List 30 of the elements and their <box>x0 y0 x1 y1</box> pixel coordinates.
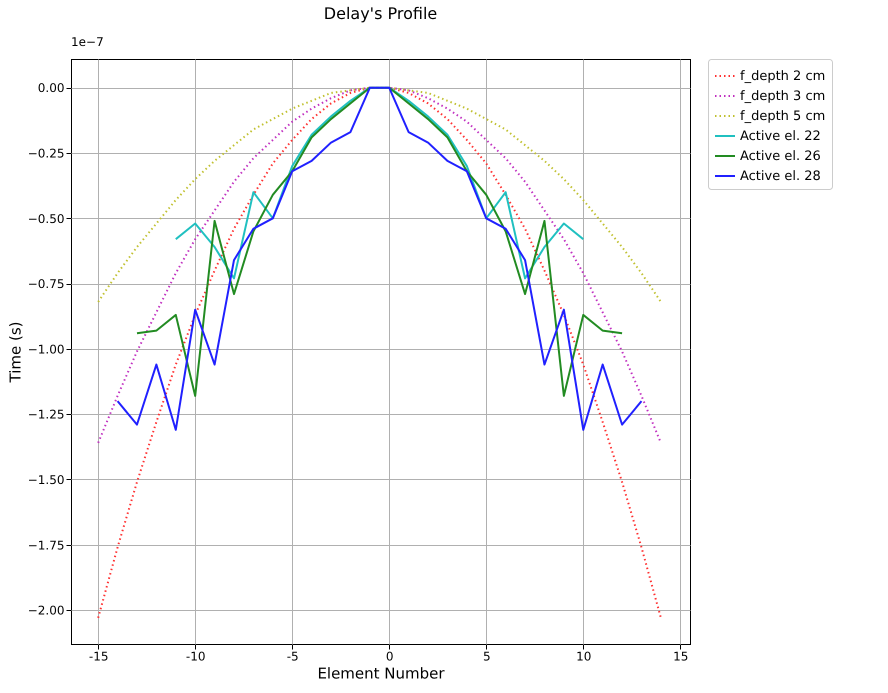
x-tick-label: -10 <box>186 650 206 664</box>
x-tick-label: 5 <box>482 650 491 664</box>
legend-label: f_depth 5 cm <box>740 109 826 124</box>
y-tick-label: −1.50 <box>28 472 64 487</box>
legend-label: Active el. 22 <box>740 129 821 144</box>
y-axis-title: Time (s) <box>6 322 25 384</box>
x-axis-title: Element Number <box>317 664 446 682</box>
y-tick-label: −0.25 <box>28 146 64 161</box>
chart-title: Delay's Profile <box>324 4 438 23</box>
x-tick-label: 0 <box>386 650 394 664</box>
legend-label: Active el. 26 <box>740 149 821 164</box>
y-tick-label: −1.75 <box>28 538 64 552</box>
legend-label: Active el. 28 <box>740 169 821 184</box>
x-tick-label: -5 <box>286 650 299 664</box>
line-series <box>174 86 584 280</box>
y-tick-label: −2.00 <box>28 604 64 618</box>
y-tick-label: −0.75 <box>28 277 64 292</box>
x-tick-label: -15 <box>88 650 108 664</box>
y-tick-label: −1.25 <box>28 408 64 422</box>
text: 1e−7 <box>71 35 104 49</box>
line-series <box>97 86 662 619</box>
x-tick-label: 15 <box>673 650 688 664</box>
legend-label: f_depth 2 cm <box>740 69 826 84</box>
y-tick-label: 0.00 <box>38 81 64 96</box>
line-series <box>97 86 662 303</box>
y-tick-label: −0.50 <box>28 212 64 226</box>
y-tick-label: −1.00 <box>28 342 64 356</box>
legend-label: f_depth 3 cm <box>740 89 826 104</box>
x-tick-label: 10 <box>576 650 592 664</box>
line-series <box>136 86 624 397</box>
